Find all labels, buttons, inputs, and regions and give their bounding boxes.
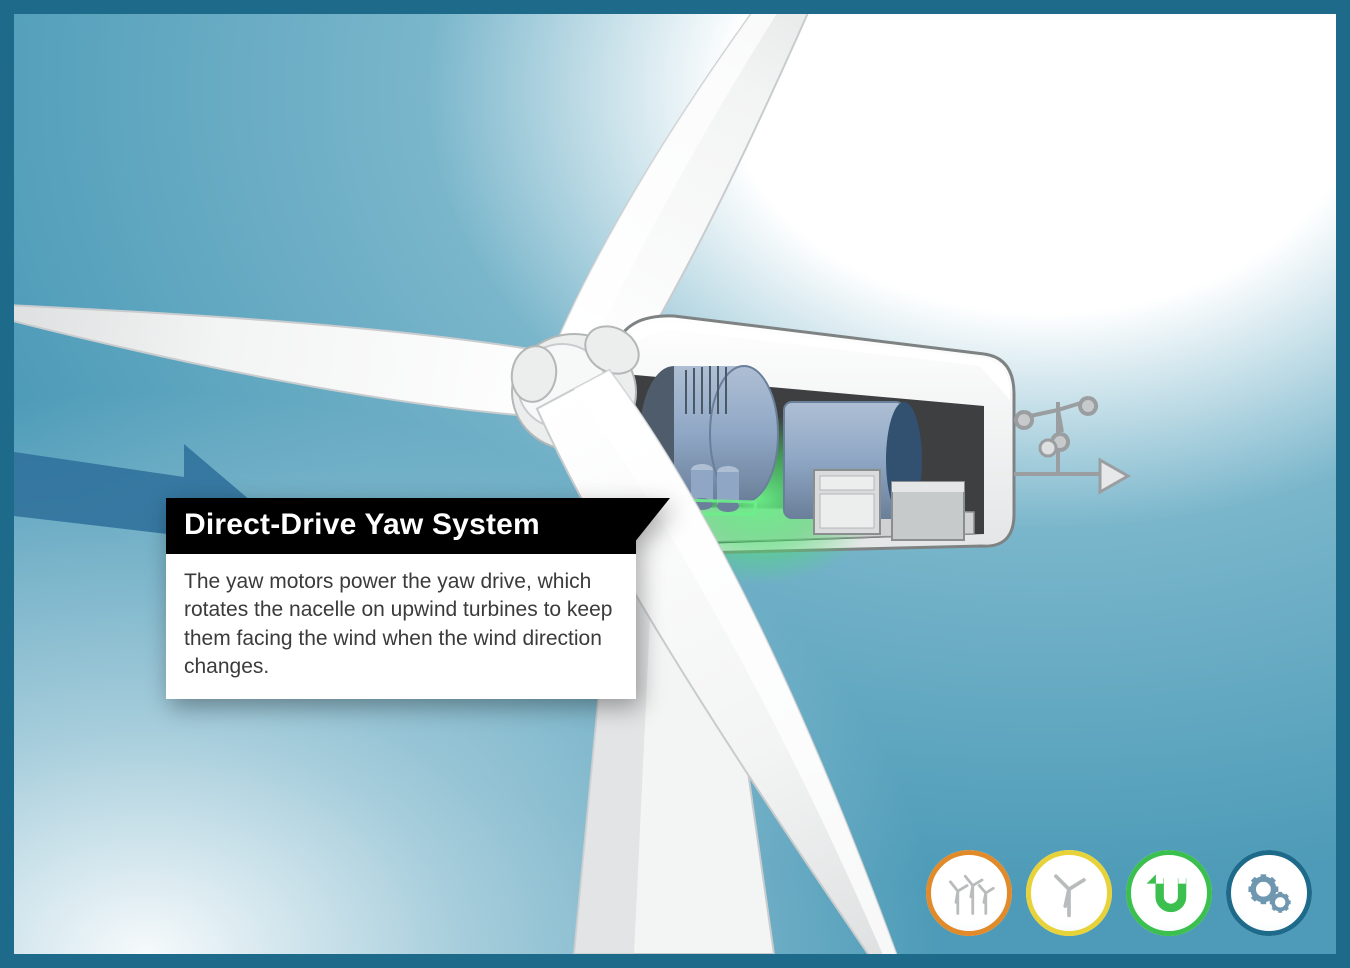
- callout-panel: Direct-Drive Yaw System The yaw motors p…: [166, 498, 636, 699]
- callout-pointer-icon: [630, 498, 670, 548]
- nav-button-row: [926, 850, 1312, 936]
- turbine-diagram: [14, 14, 1336, 954]
- cabinet-1: [814, 470, 880, 534]
- nav-view-turbine-button[interactable]: [1026, 850, 1112, 936]
- nav-view-gearbox-button[interactable]: [1226, 850, 1312, 936]
- diagram-frame: Direct-Drive Yaw System The yaw motors p…: [0, 0, 1350, 968]
- callout-body: The yaw motors power the yaw drive, whic…: [166, 554, 636, 699]
- nav-view-farm-button[interactable]: [926, 850, 1012, 936]
- callout-title: Direct-Drive Yaw System: [184, 508, 540, 541]
- callout-title-bar: Direct-Drive Yaw System: [166, 498, 636, 554]
- cabinet-2: [892, 482, 964, 540]
- nav-view-drive-button[interactable]: [1126, 850, 1212, 936]
